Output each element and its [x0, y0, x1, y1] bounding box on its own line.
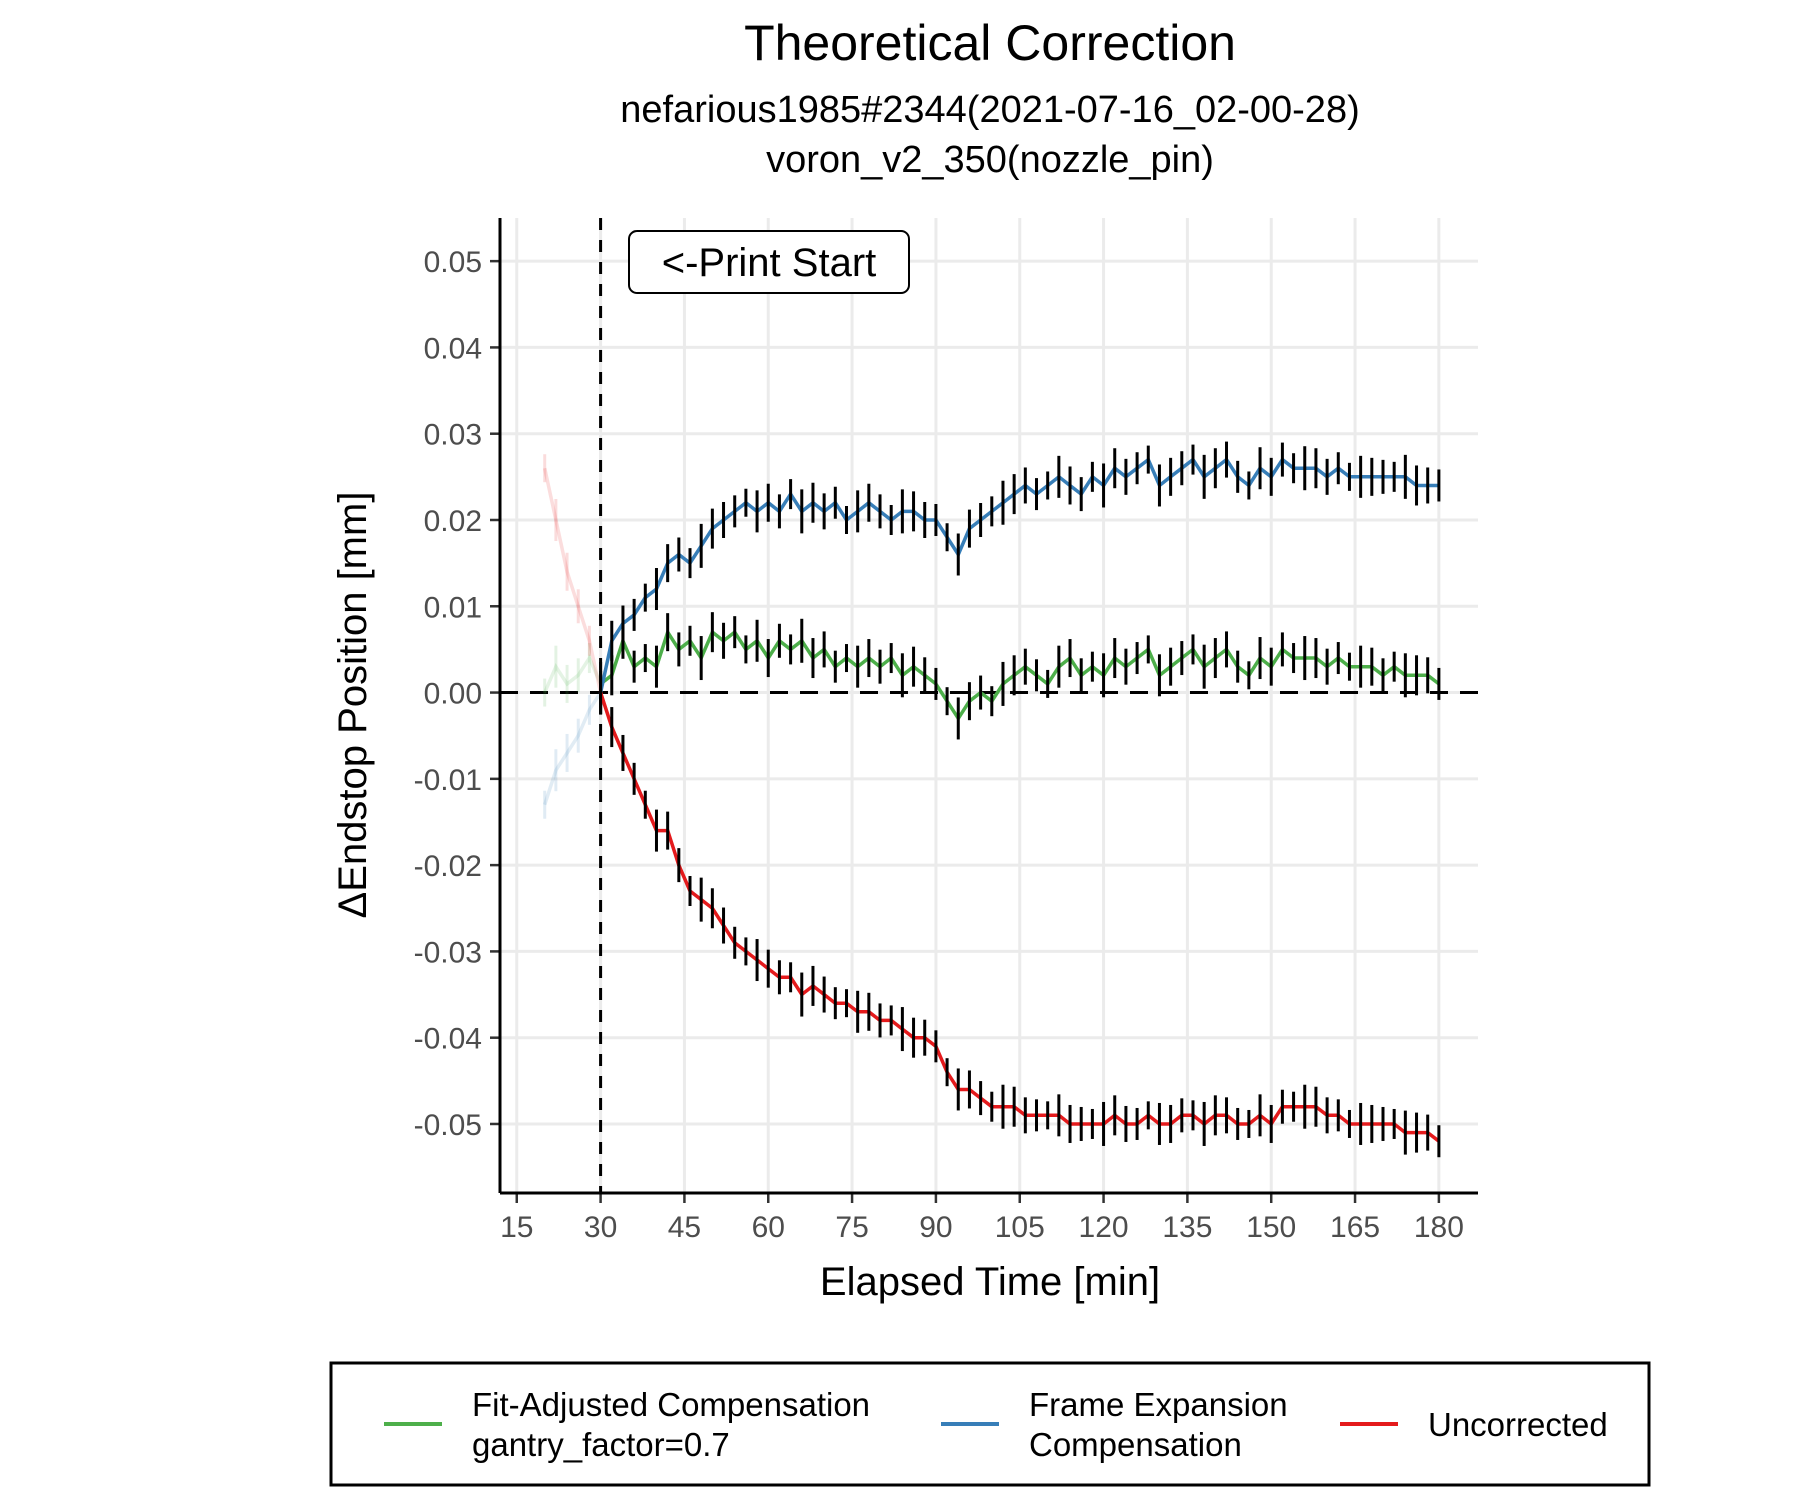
x-tick-label: 165	[1330, 1211, 1380, 1244]
print-start-annotation: <-Print Start	[628, 230, 910, 294]
x-axis-label: Elapsed Time [min]	[820, 1260, 1160, 1304]
grid-lines	[500, 218, 1478, 1193]
y-tick-label: 0.03	[424, 419, 482, 452]
x-tick-label: 15	[500, 1211, 533, 1244]
legend: Fit-Adjusted Compensation gantry_factor=…	[329, 1361, 1651, 1487]
x-tick-label: 135	[1162, 1211, 1212, 1244]
y-tick-label: 0.02	[424, 505, 482, 538]
x-tick-label: 120	[1079, 1211, 1129, 1244]
legend-label-fit-adjusted-1: Fit-Adjusted Compensation	[472, 1386, 870, 1423]
x-tick-label: 90	[919, 1211, 952, 1244]
series-line-pre-start	[543, 654, 603, 694]
chart-subtitle-2: voron_v2_350(nozzle_pin)	[766, 139, 1214, 181]
x-tick-label: 105	[995, 1211, 1045, 1244]
y-tick-label: -0.01	[414, 764, 482, 797]
chart-title: Theoretical Correction	[744, 15, 1236, 71]
y-tick-label: -0.04	[414, 1023, 482, 1056]
series-line-pre-start	[543, 691, 603, 806]
y-tick-label: -0.03	[414, 936, 482, 969]
x-tick-label: 30	[584, 1211, 617, 1244]
y-tick-label: 0.01	[424, 591, 482, 624]
x-tick-label: 75	[835, 1211, 868, 1244]
x-tick-label: 45	[668, 1211, 701, 1244]
axis-ticks: 15 30 45 60 75 90 105 120 135 150 165 180 0.05 0.04 0.…	[414, 246, 1464, 1244]
y-tick-label: 0.04	[424, 332, 482, 365]
series-line	[598, 456, 1439, 693]
x-tick-label: 150	[1246, 1211, 1296, 1244]
x-tick-label: 180	[1414, 1211, 1464, 1244]
annotation-box	[628, 230, 910, 294]
y-tick-label: -0.05	[414, 1109, 482, 1142]
y-tick-label: 0.00	[424, 678, 482, 711]
y-tick-label: 0.05	[424, 246, 482, 279]
x-tick-label: 60	[752, 1211, 785, 1244]
legend-label-uncorrected: Uncorrected	[1428, 1406, 1608, 1443]
series-line	[599, 628, 1440, 722]
annotation-label: <-Print Start	[662, 241, 877, 285]
y-axis-label: ΔEndstop Position [mm]	[331, 492, 375, 919]
series-line	[598, 692, 1440, 1143]
series-layer	[542, 441, 1441, 1158]
legend-label-frame-expansion-1: Frame Expansion	[1029, 1386, 1288, 1423]
y-tick-label: -0.02	[414, 850, 482, 883]
legend-label-fit-adjusted-2: gantry_factor=0.7	[472, 1426, 730, 1463]
series-line-pre-start	[542, 467, 603, 693]
legend-label-frame-expansion-2: Compensation	[1029, 1426, 1242, 1463]
chart-subtitle-1: nefarious1985#2344(2021-07-16_02-00-28)	[620, 89, 1359, 131]
